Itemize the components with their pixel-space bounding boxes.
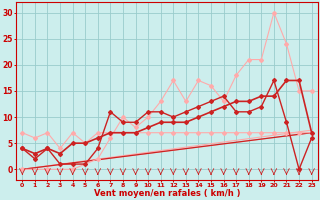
X-axis label: Vent moyen/en rafales ( km/h ): Vent moyen/en rafales ( km/h )	[94, 189, 240, 198]
